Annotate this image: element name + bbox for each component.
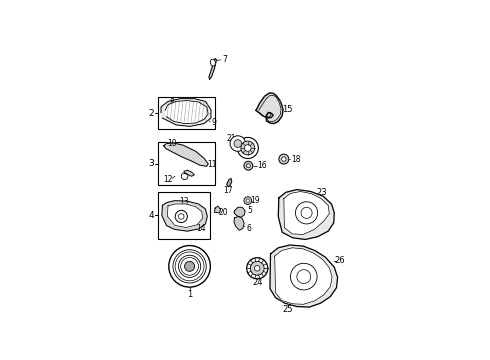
Text: 1: 1 [187,289,192,298]
Text: 14: 14 [196,224,206,233]
Polygon shape [209,58,217,79]
Polygon shape [270,245,338,307]
Polygon shape [256,93,283,123]
Polygon shape [234,216,244,230]
Circle shape [234,140,242,148]
Circle shape [254,266,260,271]
Circle shape [246,258,268,279]
FancyBboxPatch shape [158,192,210,239]
Text: 3: 3 [148,159,154,168]
Circle shape [246,164,250,168]
Text: 16: 16 [257,161,267,170]
Text: 23: 23 [317,188,327,197]
Polygon shape [278,190,334,239]
Text: 25: 25 [282,305,293,314]
Polygon shape [162,201,207,231]
Polygon shape [234,207,245,217]
Text: 21: 21 [227,134,237,143]
Ellipse shape [210,59,216,66]
Circle shape [282,157,286,161]
Text: 17: 17 [223,186,232,195]
Polygon shape [164,143,208,166]
Circle shape [169,246,210,287]
Text: 20: 20 [219,208,228,217]
Text: 2: 2 [148,109,154,118]
Circle shape [230,136,245,151]
Circle shape [244,161,253,170]
Text: 22: 22 [240,139,250,148]
Circle shape [237,138,258,158]
Circle shape [250,261,264,275]
Text: 7: 7 [222,55,227,64]
Text: 6: 6 [246,224,251,233]
Polygon shape [215,206,220,213]
Text: 18: 18 [291,154,300,163]
Polygon shape [168,204,203,228]
FancyBboxPatch shape [158,142,215,185]
Circle shape [245,145,251,151]
Polygon shape [184,170,195,176]
Text: 12: 12 [163,175,172,184]
Text: 11: 11 [208,160,217,169]
Polygon shape [165,100,208,123]
Polygon shape [275,248,332,304]
Text: 4: 4 [148,211,154,220]
Text: 15: 15 [282,105,293,114]
Text: 8: 8 [170,98,174,107]
Text: 26: 26 [334,256,344,265]
Text: 9: 9 [211,118,216,127]
Polygon shape [227,179,232,187]
Circle shape [241,141,255,155]
Circle shape [185,261,195,271]
Text: 24: 24 [252,279,263,288]
Text: 19: 19 [250,196,260,205]
Circle shape [244,197,252,204]
Circle shape [246,199,249,202]
FancyBboxPatch shape [158,97,215,129]
Polygon shape [161,99,211,126]
Text: 5: 5 [247,206,252,215]
Text: 10: 10 [167,139,177,148]
Circle shape [279,154,289,164]
Text: 13: 13 [179,197,189,206]
Polygon shape [284,192,329,234]
